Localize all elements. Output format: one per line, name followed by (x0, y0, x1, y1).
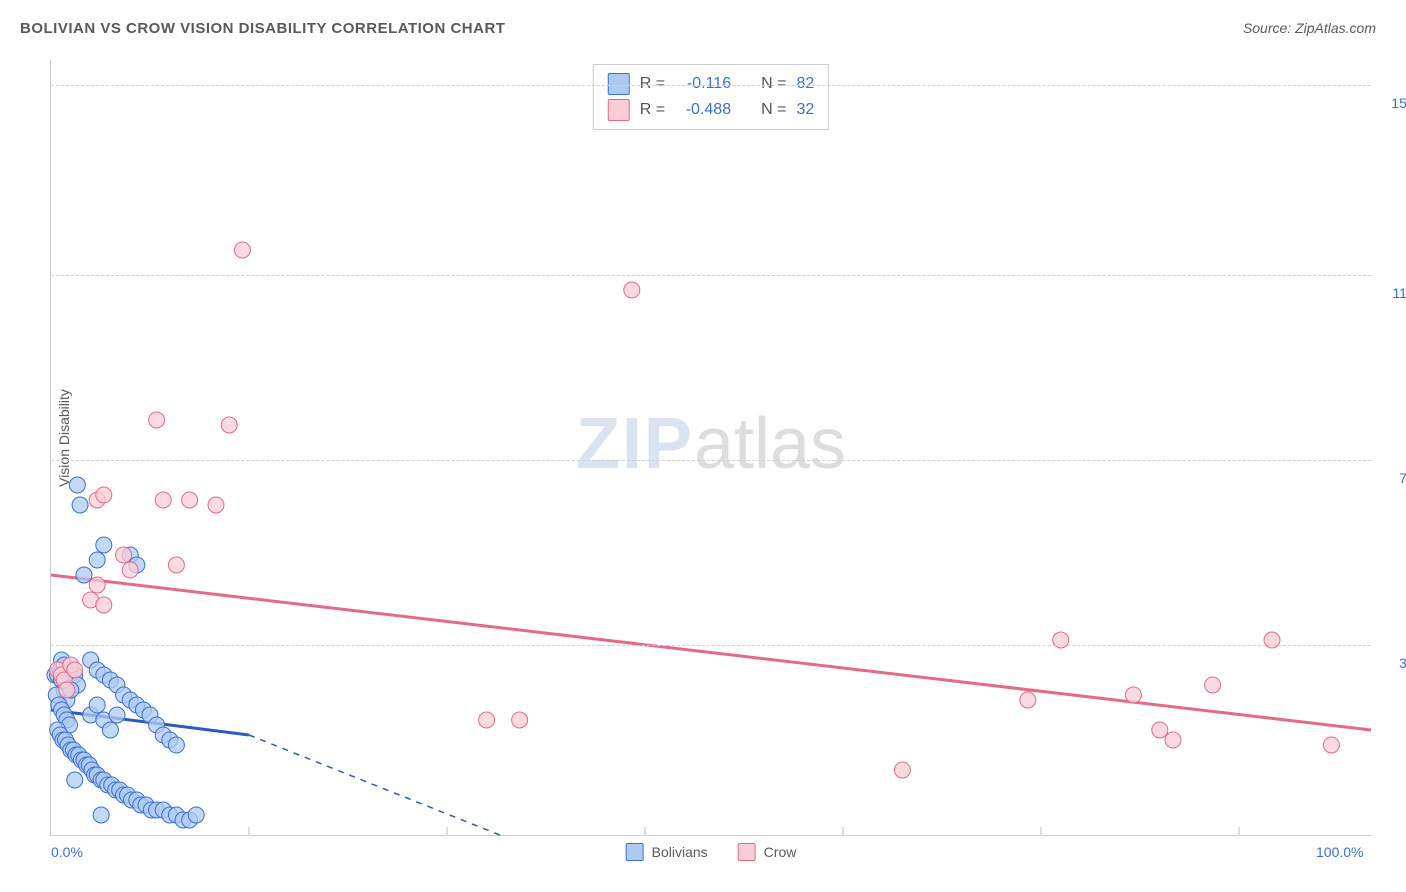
scatter-point (1152, 722, 1168, 738)
series-legend-item: Crow (738, 843, 797, 861)
scatter-point (96, 597, 112, 613)
chart-title: BOLIVIAN VS CROW VISION DISABILITY CORRE… (20, 20, 505, 37)
scatter-point (624, 282, 640, 298)
scatter-point (149, 412, 165, 428)
scatter-point (1323, 737, 1339, 753)
scatter-point (122, 562, 138, 578)
scatter-point (512, 712, 528, 728)
scatter-point (89, 552, 105, 568)
scatter-point (1125, 687, 1141, 703)
scatter-point (1020, 692, 1036, 708)
y-tick-label: 11.2% (1376, 285, 1406, 301)
scatter-point (234, 242, 250, 258)
gridline-horizontal (51, 275, 1371, 276)
x-tick-label: 0.0% (51, 844, 83, 860)
gridline-horizontal (51, 645, 1371, 646)
scatter-point (208, 497, 224, 513)
scatter-point (102, 722, 118, 738)
legend-swatch (738, 843, 756, 861)
scatter-point (59, 682, 75, 698)
legend-swatch (626, 843, 644, 861)
regression-line (51, 575, 1371, 730)
scatter-point (1205, 677, 1221, 693)
scatter-point (168, 557, 184, 573)
y-tick-label: 3.8% (1376, 655, 1406, 671)
gridline-horizontal (51, 85, 1371, 86)
source-attribution: Source: ZipAtlas.com (1243, 20, 1376, 36)
gridline-horizontal (51, 460, 1371, 461)
scatter-point (67, 772, 83, 788)
series-legend: Bolivians Crow (626, 843, 797, 861)
scatter-point (116, 547, 132, 563)
scatter-point (155, 492, 171, 508)
series-legend-label: Bolivians (652, 844, 708, 860)
chart-svg (51, 60, 1371, 835)
scatter-point (188, 807, 204, 823)
scatter-point (67, 662, 83, 678)
scatter-point (89, 577, 105, 593)
y-tick-label: 7.5% (1376, 470, 1406, 486)
scatter-point (72, 497, 88, 513)
scatter-point (96, 487, 112, 503)
scatter-point (894, 762, 910, 778)
scatter-point (93, 807, 109, 823)
scatter-point (479, 712, 495, 728)
series-legend-label: Crow (764, 844, 797, 860)
scatter-point (89, 697, 105, 713)
plot-area: ZIPatlas R =-0.116N =82R =-0.488N =32 Bo… (50, 60, 1371, 836)
x-tick-label: 100.0% (1316, 844, 1363, 860)
scatter-point (1165, 732, 1181, 748)
scatter-point (69, 477, 85, 493)
scatter-point (221, 417, 237, 433)
scatter-point (76, 567, 92, 583)
y-tick-label: 15.0% (1376, 95, 1406, 111)
scatter-point (182, 492, 198, 508)
series-legend-item: Bolivians (626, 843, 708, 861)
scatter-point (96, 537, 112, 553)
scatter-point (109, 707, 125, 723)
regression-line-extension (249, 735, 500, 835)
scatter-point (168, 737, 184, 753)
